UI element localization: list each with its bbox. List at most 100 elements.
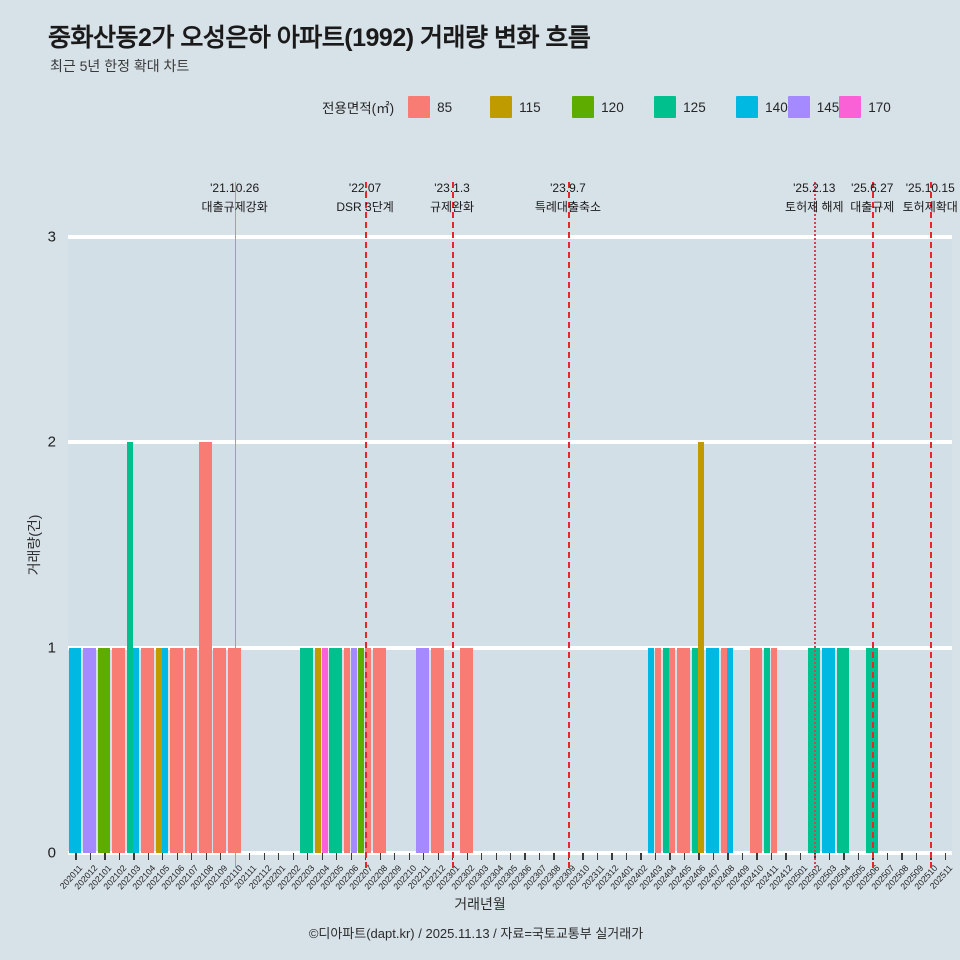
bar[interactable] bbox=[764, 647, 771, 853]
bar[interactable] bbox=[459, 647, 473, 853]
bar[interactable] bbox=[416, 647, 430, 853]
x-tick bbox=[799, 853, 802, 860]
x-tick bbox=[857, 853, 860, 860]
bar[interactable] bbox=[343, 647, 350, 853]
bar[interactable] bbox=[350, 647, 357, 853]
bar[interactable] bbox=[807, 647, 821, 853]
legend-item[interactable]: 125 bbox=[654, 94, 736, 120]
bar[interactable] bbox=[68, 647, 82, 853]
y-tick-label: 1 bbox=[47, 639, 56, 657]
legend-item[interactable]: 140 bbox=[736, 94, 788, 120]
x-tick bbox=[510, 853, 512, 860]
legend: 전용면적(㎡) 85 115 120 125 140 145 170 bbox=[322, 94, 891, 120]
bar[interactable] bbox=[321, 647, 328, 853]
legend-item-label: 145 bbox=[816, 99, 840, 115]
x-tick bbox=[133, 853, 135, 860]
legend-item[interactable]: 145 bbox=[787, 94, 840, 120]
bar[interactable] bbox=[329, 647, 343, 853]
x-tick bbox=[191, 853, 193, 860]
x-tick bbox=[292, 853, 294, 860]
legend-item[interactable]: 85 bbox=[408, 94, 490, 120]
bar[interactable] bbox=[706, 647, 719, 853]
bar[interactable] bbox=[184, 647, 198, 853]
gridline bbox=[68, 645, 952, 650]
bar[interactable] bbox=[133, 647, 140, 853]
bar[interactable] bbox=[162, 647, 169, 853]
x-tick bbox=[596, 853, 599, 860]
gridline bbox=[68, 440, 952, 445]
annotation-line bbox=[365, 182, 368, 868]
legend-swatch-icon bbox=[490, 96, 513, 118]
bar[interactable] bbox=[865, 647, 879, 853]
x-tick bbox=[712, 853, 715, 860]
bar[interactable] bbox=[372, 647, 386, 853]
x-tick bbox=[162, 853, 164, 860]
bar[interactable] bbox=[199, 442, 212, 853]
x-tick bbox=[495, 853, 497, 860]
x-tick bbox=[75, 853, 77, 860]
bar[interactable] bbox=[227, 647, 241, 853]
bar[interactable] bbox=[654, 647, 661, 853]
x-tick bbox=[147, 853, 149, 860]
bar[interactable] bbox=[170, 647, 183, 853]
bar[interactable] bbox=[314, 647, 321, 853]
legend-swatch-icon bbox=[654, 96, 677, 118]
legend-swatch-icon bbox=[408, 96, 431, 118]
bar[interactable] bbox=[727, 647, 734, 853]
bar[interactable] bbox=[822, 647, 835, 853]
annotation-line bbox=[872, 182, 875, 868]
x-tick bbox=[437, 853, 439, 860]
bar[interactable] bbox=[97, 647, 111, 853]
bar[interactable] bbox=[430, 647, 444, 853]
bar[interactable] bbox=[662, 647, 669, 853]
bar[interactable] bbox=[749, 647, 763, 853]
x-tick bbox=[944, 853, 947, 860]
bar[interactable] bbox=[836, 647, 850, 853]
y-tick-label: 3 bbox=[47, 228, 56, 246]
bar[interactable] bbox=[648, 647, 655, 853]
bar[interactable] bbox=[698, 442, 705, 853]
legend-swatch-icon bbox=[736, 96, 759, 118]
x-tick bbox=[466, 853, 468, 860]
x-tick bbox=[423, 853, 425, 860]
bar[interactable] bbox=[770, 647, 777, 853]
x-tick bbox=[336, 853, 338, 860]
x-tick bbox=[524, 853, 526, 860]
x-tick bbox=[220, 853, 222, 860]
bar[interactable] bbox=[691, 647, 698, 853]
bar[interactable] bbox=[83, 647, 96, 853]
y-axis-title: 거래량(건) bbox=[26, 514, 42, 576]
bar[interactable] bbox=[669, 647, 676, 853]
x-tick bbox=[901, 853, 903, 860]
bar[interactable] bbox=[141, 647, 154, 853]
bar[interactable] bbox=[365, 647, 372, 853]
annotation-text: 토허제확대 bbox=[902, 200, 958, 214]
x-tick bbox=[278, 853, 280, 860]
annotation-date: '25.10.15 bbox=[905, 181, 955, 195]
x-tick bbox=[915, 853, 918, 860]
x-tick bbox=[828, 853, 831, 860]
legend-item[interactable]: 115 bbox=[490, 94, 572, 120]
bar[interactable] bbox=[358, 647, 365, 853]
x-tick bbox=[307, 853, 309, 860]
x-tick bbox=[640, 853, 642, 860]
bar[interactable] bbox=[126, 442, 133, 853]
bar[interactable] bbox=[112, 647, 125, 853]
x-axis-title: 거래년월 bbox=[454, 896, 506, 912]
bar[interactable] bbox=[720, 647, 727, 853]
bar[interactable] bbox=[213, 647, 227, 853]
footer-credit: ©디아파트(dapt.kr) / 2025.11.13 / 자료=국토교통부 실… bbox=[308, 926, 644, 941]
legend-items: 85 115 120 125 140 145 170 bbox=[408, 94, 891, 120]
plot-area: 거래량(건) 0 1 2 3 202011 202012 202101 202102 20210… bbox=[26, 181, 958, 892]
bar[interactable] bbox=[155, 647, 162, 853]
legend-item[interactable]: 170 bbox=[839, 94, 891, 120]
legend-item[interactable]: 120 bbox=[572, 94, 654, 120]
annotation-line bbox=[567, 182, 570, 868]
bar[interactable] bbox=[677, 647, 690, 853]
legend-swatch-icon bbox=[787, 96, 810, 118]
bar[interactable] bbox=[300, 647, 314, 853]
x-tick bbox=[741, 853, 744, 860]
legend-swatch-icon bbox=[572, 96, 595, 118]
y-tick-label: 2 bbox=[47, 433, 56, 451]
